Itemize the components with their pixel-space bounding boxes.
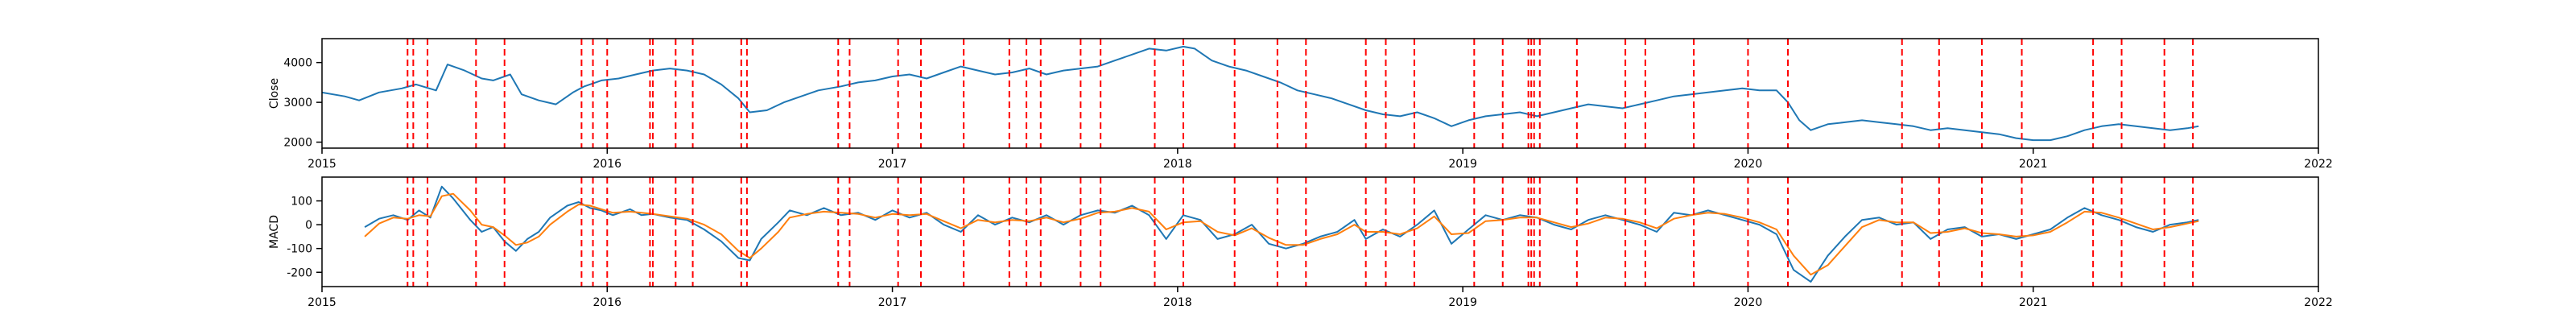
x-tick-label: 2018 — [1163, 296, 1192, 309]
x-tick-label: 2015 — [308, 158, 336, 171]
x-tick-label: 2022 — [2304, 158, 2333, 171]
y-tick-label: 4000 — [283, 57, 312, 70]
x-tick-label: 2019 — [1448, 158, 1477, 171]
x-tick-label: 2021 — [2019, 296, 2048, 309]
x-tick-label: 2019 — [1448, 296, 1477, 309]
axes-frame — [321, 176, 2319, 287]
x-tick-label: 2022 — [2304, 296, 2333, 309]
y-tick-label: -100 — [287, 243, 312, 256]
y-tick-label: -200 — [287, 266, 312, 279]
axes-frame — [321, 38, 2319, 149]
x-tick-label: 2017 — [878, 296, 907, 309]
series-line-1 — [364, 185, 2199, 283]
x-tick-label: 2016 — [592, 158, 621, 171]
x-tick-label: 2015 — [308, 296, 336, 309]
series-line-2 — [364, 192, 2199, 276]
x-tick-label: 2020 — [1734, 158, 1763, 171]
y-axis-label: Close — [268, 78, 281, 109]
x-tick-label: 2016 — [592, 296, 621, 309]
y-tick-label: 100 — [291, 196, 312, 208]
series-line-1 — [322, 45, 2199, 142]
x-tick-label: 2021 — [2019, 158, 2048, 171]
x-tick-label: 2020 — [1734, 296, 1763, 309]
y-tick-label: 0 — [305, 219, 312, 232]
y-axis-label: MACD — [268, 215, 281, 249]
panel-2: 2015 2016 2017 2018 2019 2020 2021 2022 -200 -100… — [268, 176, 2333, 309]
x-tick-label: 2017 — [878, 158, 907, 171]
y-tick-label: 2000 — [283, 137, 312, 150]
panel-1: 2015 2016 2017 2018 2019 2020 2021 2022 2000 3000… — [268, 38, 2333, 171]
y-tick-label: 3000 — [283, 97, 312, 109]
x-tick-label: 2018 — [1163, 158, 1192, 171]
